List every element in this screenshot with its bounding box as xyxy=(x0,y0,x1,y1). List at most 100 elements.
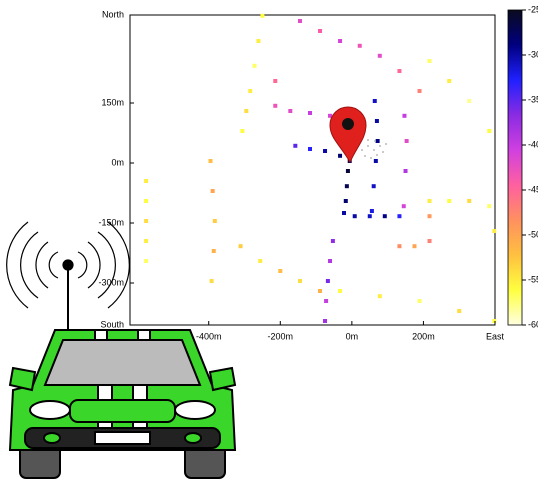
signal-point xyxy=(377,53,382,58)
y-tick-label: -150m xyxy=(98,217,124,227)
signal-point xyxy=(397,69,402,73)
x-tick-label: -400m xyxy=(196,331,222,341)
signal-point xyxy=(492,319,497,323)
signal-point xyxy=(323,149,328,153)
signal-point xyxy=(244,109,249,113)
signal-point xyxy=(338,153,343,158)
signal-point xyxy=(240,129,245,133)
signal-point xyxy=(260,13,265,18)
signal-point xyxy=(256,39,261,43)
signal-point xyxy=(412,244,417,249)
signal-point xyxy=(402,113,407,118)
signal-point xyxy=(144,239,149,243)
signal-point xyxy=(397,214,402,219)
y-tick-label: 150m xyxy=(101,97,124,107)
signal-point xyxy=(417,299,422,303)
signal-point xyxy=(427,199,432,203)
signal-point xyxy=(372,99,377,103)
signal-point xyxy=(373,159,378,163)
signal-point xyxy=(344,184,349,189)
signal-point xyxy=(427,214,432,219)
y-tick-label: 0m xyxy=(111,157,124,167)
colorbar-tick-label: -35 xyxy=(528,94,538,104)
signal-point xyxy=(323,319,328,323)
colorbar xyxy=(507,9,523,326)
signal-point xyxy=(341,211,346,215)
signal-point xyxy=(371,184,376,189)
signal-point xyxy=(324,299,329,303)
signal-point xyxy=(352,214,357,219)
signal-point xyxy=(248,89,253,93)
signal-point xyxy=(343,199,348,203)
signal-point xyxy=(382,214,387,219)
signal-point xyxy=(401,204,406,209)
signal-point xyxy=(288,109,293,113)
signal-point xyxy=(210,189,215,193)
signal-point xyxy=(318,289,323,293)
signal-point xyxy=(492,229,497,233)
colorbar-tick-label: -60 xyxy=(528,319,538,329)
signal-point xyxy=(144,259,149,263)
signal-point xyxy=(328,259,333,263)
signal-point xyxy=(487,129,492,133)
signal-point xyxy=(457,309,462,313)
signal-point xyxy=(211,249,216,253)
signal-point xyxy=(404,139,409,143)
signal-point xyxy=(144,219,149,223)
colorbar-tick-label: -50 xyxy=(528,229,538,239)
signal-point xyxy=(293,143,298,148)
car-illustration xyxy=(8,329,237,479)
signal-point xyxy=(367,214,372,219)
x-tick-label: -200m xyxy=(268,331,294,341)
signal-point xyxy=(447,199,452,203)
signal-point xyxy=(318,29,323,33)
signal-point xyxy=(252,63,257,68)
signal-point xyxy=(374,119,379,123)
location-pin xyxy=(329,106,387,164)
signal-point xyxy=(369,209,374,213)
signal-point xyxy=(447,79,452,83)
signal-point xyxy=(467,199,472,203)
signal-point xyxy=(325,279,330,283)
signal-point xyxy=(144,199,149,203)
signal-point xyxy=(144,179,149,183)
x-tick-label: 0m xyxy=(346,331,359,341)
signal-point xyxy=(330,239,335,243)
antenna xyxy=(6,221,130,332)
signal-point xyxy=(258,259,263,263)
y-tick-label: South xyxy=(100,319,124,329)
signal-point xyxy=(297,19,302,23)
signal-point xyxy=(212,219,217,223)
y-tick-label: -300m xyxy=(98,277,124,287)
signal-point xyxy=(297,279,302,283)
signal-point xyxy=(397,244,402,249)
signal-point xyxy=(375,139,380,143)
signal-point xyxy=(338,289,343,293)
signal-point xyxy=(238,244,243,249)
signal-point xyxy=(209,279,214,283)
colorbar-tick-label: -40 xyxy=(528,139,538,149)
signal-point xyxy=(467,99,472,103)
signal-point xyxy=(487,204,492,209)
signal-point xyxy=(208,159,213,163)
colorbar-tick-label: -30 xyxy=(528,49,538,59)
signal-point xyxy=(427,239,432,243)
plot-area xyxy=(129,14,496,326)
colorbar-tick-label: -45 xyxy=(528,184,538,194)
signal-point xyxy=(338,39,343,43)
signal-point xyxy=(307,147,312,151)
signal-point xyxy=(377,294,382,299)
signal-point xyxy=(328,113,333,118)
signal-point xyxy=(273,103,278,108)
signal-point xyxy=(345,169,350,173)
signal-point xyxy=(403,169,408,173)
x-tick-label: 200m xyxy=(412,331,435,341)
signal-point xyxy=(417,89,422,93)
signal-point xyxy=(273,79,278,83)
signal-point xyxy=(307,111,312,115)
colorbar-tick-label: -25 xyxy=(528,4,538,14)
signal-point xyxy=(278,269,283,273)
signal-point xyxy=(427,59,432,63)
